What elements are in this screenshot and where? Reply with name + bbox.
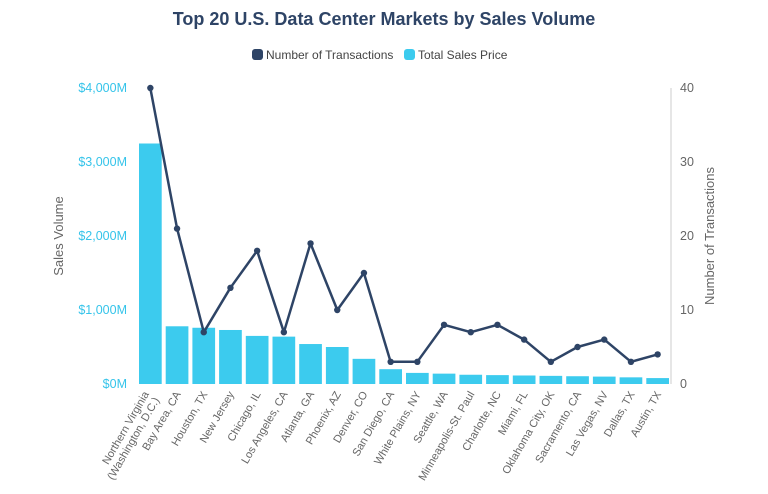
data-point [360,269,368,277]
data-point [601,336,608,343]
bar [512,375,536,384]
bar [379,369,402,384]
x-axis-labels: Northern Virginia(Washington, D.C.)Bay A… [100,389,664,483]
bar [406,372,429,384]
bar [352,358,376,384]
bar [192,327,216,384]
y-right-tick-label: 20 [680,229,694,243]
data-point [280,329,288,336]
data-point [414,358,421,365]
bar [245,335,269,384]
data-point [173,225,181,232]
bar [486,375,509,384]
y-right-ticks: 0 10 20 30 40 [680,81,694,391]
data-point [627,358,635,365]
bar [566,376,589,384]
bar [592,376,616,384]
y-left-axis-title: Sales Volume [51,196,66,276]
bar [432,373,456,384]
bar [299,344,322,384]
y-right-tick-label: 0 [680,377,687,391]
legend-swatch-sales [404,49,415,60]
bar [325,347,349,384]
y-left-tick-label: $4,000M [78,81,127,95]
data-point [574,343,581,351]
bar [219,329,242,384]
transactions-line [149,87,658,364]
data-point [307,240,314,247]
legend: Number of Transactions Total Sales Price [252,48,508,62]
y-left-tick-label: $0M [103,377,127,391]
legend-swatch-transactions [252,49,263,60]
bar [459,374,483,384]
line-series [147,84,661,365]
data-point [654,351,661,358]
data-point [253,247,261,254]
data-point [440,321,448,328]
y-right-axis-title: Number of Transactions [702,167,717,306]
data-point [334,306,341,314]
data-point [147,84,154,92]
data-point [200,329,207,336]
bar [272,336,296,384]
chart-title: Top 20 U.S. Data Center Markets by Sales… [173,9,595,29]
data-point [227,284,234,291]
bar [539,375,563,384]
legend-label-sales: Total Sales Price [418,48,508,62]
bar [646,378,669,384]
data-point [467,329,474,336]
y-right-tick-label: 10 [680,303,694,317]
y-right-tick-label: 40 [680,81,694,95]
bar [165,326,189,384]
bar [139,143,162,384]
y-left-tick-label: $2,000M [78,229,127,243]
data-point [387,358,394,365]
data-point [494,321,501,328]
legend-label-transactions: Number of Transactions [266,48,393,62]
y-right-tick-label: 30 [680,155,694,169]
data-point [520,336,528,343]
y-left-ticks: $0M $1,000M $2,000M $3,000M $4,000M [78,81,127,391]
y-left-tick-label: $3,000M [78,155,127,169]
y-left-tick-label: $1,000M [78,303,127,317]
bar [619,377,643,384]
data-point [547,358,555,365]
bar-series [139,143,669,384]
